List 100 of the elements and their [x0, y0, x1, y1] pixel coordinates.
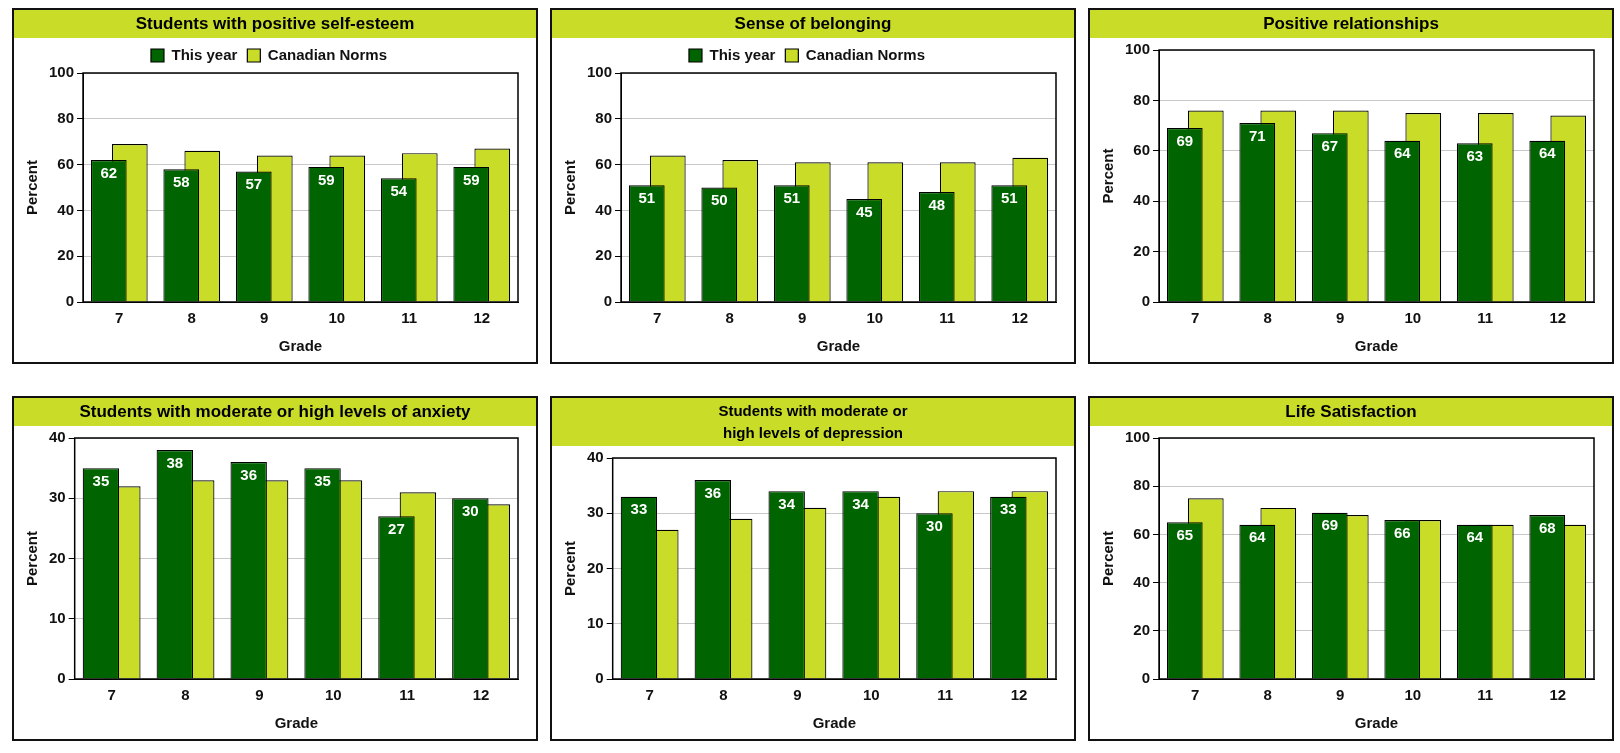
- data-label: 66: [1393, 523, 1411, 541]
- data-label: 64: [1393, 144, 1412, 162]
- x-tick-label: 10: [1404, 686, 1422, 704]
- y-tick-label: 60: [1133, 524, 1151, 542]
- x-tick-label: 7: [115, 309, 124, 327]
- data-label: 64: [1538, 144, 1557, 162]
- x-tick-label: 10: [862, 686, 880, 704]
- data-label: 34: [778, 494, 796, 512]
- data-label: 51: [783, 188, 801, 206]
- data-label: 64: [1466, 528, 1484, 546]
- x-tick-label: 12: [473, 309, 491, 327]
- data-label: 63: [1466, 146, 1484, 164]
- x-tick-label: 7: [645, 686, 654, 704]
- y-tick-label: 60: [595, 154, 613, 172]
- y-tick-label: 20: [57, 246, 75, 264]
- data-label: 30: [462, 501, 479, 519]
- y-axis-title: Percent: [23, 530, 41, 587]
- y-axis-title: Percent: [561, 540, 579, 597]
- chart-title: Positive relationships: [1090, 10, 1612, 38]
- y-tick-label: 40: [587, 448, 604, 466]
- x-tick-label: 9: [1336, 309, 1345, 327]
- data-label: 67: [1321, 136, 1339, 154]
- x-tick-label: 11: [939, 309, 956, 327]
- y-tick-label: 80: [1133, 476, 1151, 494]
- data-label: 69: [1321, 516, 1339, 534]
- x-tick-label: 8: [181, 686, 190, 704]
- x-tick-label: 12: [1549, 686, 1567, 704]
- y-tick-label: 80: [595, 108, 613, 126]
- data-label: 59: [462, 170, 480, 188]
- x-axis-title: Grade: [1354, 337, 1399, 355]
- x-tick-label: 8: [1263, 686, 1272, 704]
- x-tick-label: 11: [1477, 686, 1494, 704]
- y-tick-label: 60: [1133, 140, 1151, 158]
- y-tick-label: 20: [595, 246, 613, 264]
- x-axis-title: Grade: [1354, 714, 1399, 732]
- x-tick-label: 12: [1549, 309, 1567, 327]
- data-label: 30: [926, 516, 943, 534]
- x-tick-label: 7: [653, 309, 662, 327]
- x-tick-label: 8: [187, 309, 196, 327]
- x-tick-label: 11: [399, 686, 416, 704]
- chart-title: Sense of belonging: [552, 10, 1074, 38]
- y-tick-label: 40: [57, 200, 75, 218]
- y-tick-label: 30: [49, 488, 66, 506]
- chart-title: Students with moderate or high levels of depression: [552, 398, 1074, 446]
- x-axis-title: Grade: [816, 337, 861, 355]
- y-tick-label: 10: [587, 613, 604, 631]
- y-tick-label: 40: [49, 428, 66, 446]
- y-tick-label: 100: [49, 63, 75, 81]
- x-tick-label: 12: [1010, 686, 1028, 704]
- y-tick-label: 20: [49, 548, 66, 566]
- chart-title: Students with moderate or high levels of anxiety: [14, 398, 536, 426]
- y-tick-label: 60: [57, 154, 75, 172]
- y-tick-label: 0: [1141, 669, 1151, 687]
- legend-label: Canadian Norms: [805, 45, 926, 63]
- x-axis-title: Grade: [278, 337, 323, 355]
- y-tick-label: 40: [1133, 191, 1151, 209]
- data-label: 54: [390, 181, 408, 199]
- legend-label: This year: [709, 45, 776, 63]
- x-tick-label: 9: [798, 309, 807, 327]
- data-label: 71: [1248, 126, 1266, 144]
- data-label: 35: [314, 471, 331, 489]
- y-axis-title: Percent: [1099, 148, 1117, 204]
- y-tick-label: 0: [57, 669, 66, 687]
- x-tick-label: 7: [1191, 309, 1200, 327]
- x-tick-label: 12: [472, 686, 490, 704]
- data-label: 57: [245, 175, 263, 193]
- y-tick-label: 0: [65, 292, 75, 310]
- data-label: 48: [928, 195, 946, 213]
- y-tick-label: 20: [1133, 620, 1151, 638]
- x-tick-label: 11: [937, 686, 954, 704]
- data-label: 51: [1000, 188, 1018, 206]
- data-label: 36: [240, 465, 258, 483]
- y-tick-label: 80: [1133, 90, 1151, 108]
- x-tick-label: 9: [1336, 686, 1345, 704]
- data-label: 51: [638, 188, 656, 206]
- data-label: 68: [1538, 518, 1556, 536]
- y-tick-label: 80: [57, 108, 75, 126]
- y-tick-label: 40: [595, 200, 613, 218]
- x-tick-label: 9: [793, 686, 802, 704]
- legend-label: Canadian Norms: [267, 45, 388, 63]
- x-tick-label: 7: [107, 686, 116, 704]
- x-tick-label: 10: [866, 309, 884, 327]
- x-tick-label: 9: [255, 686, 264, 704]
- y-tick-label: 20: [1133, 241, 1151, 259]
- x-axis-title: Grade: [812, 714, 857, 732]
- data-label: 50: [710, 191, 728, 209]
- y-tick-label: 100: [587, 63, 613, 81]
- data-label: 45: [855, 202, 873, 220]
- data-label: 36: [704, 483, 722, 501]
- x-tick-label: 8: [1263, 309, 1272, 327]
- data-label: 65: [1176, 525, 1194, 543]
- chart-title: Students with positive self-esteem: [14, 10, 536, 38]
- y-axis-title: Percent: [23, 159, 41, 216]
- data-label: 35: [92, 471, 110, 489]
- data-label: 69: [1176, 131, 1194, 149]
- data-label: 58: [172, 172, 190, 190]
- y-axis-title: Percent: [1099, 530, 1117, 587]
- x-tick-label: 11: [401, 309, 418, 327]
- x-tick-label: 8: [725, 309, 734, 327]
- y-tick-label: 10: [49, 608, 66, 626]
